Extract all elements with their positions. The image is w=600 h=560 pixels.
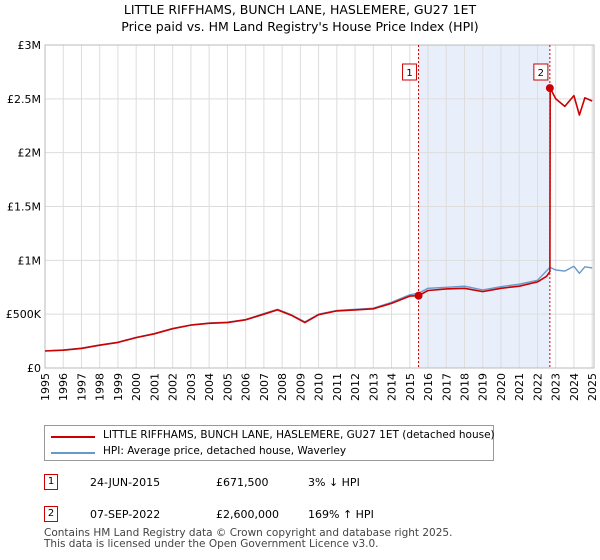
x-tick-label: 2004 [203, 373, 216, 401]
x-tick-label: 2016 [422, 373, 435, 401]
sale-point [414, 291, 423, 300]
x-tick-label: 2024 [568, 373, 581, 401]
x-tick-label: 2014 [386, 373, 399, 401]
x-tick-label: 2012 [349, 373, 362, 401]
x-tick-label: 2015 [404, 373, 417, 401]
x-tick-label: 2025 [586, 373, 599, 401]
legend-label-property: LITTLE RIFFHAMS, BUNCH LANE, HASLEMERE, … [103, 429, 495, 441]
transaction-price: £2,600,000 [216, 508, 279, 521]
footer-copyright: Contains HM Land Registry data © Crown c… [44, 527, 453, 539]
y-tick-label: £500K [6, 308, 42, 321]
y-tick-label: £2.5M [7, 93, 41, 106]
legend-label-hpi: HPI: Average price, detached house, Wave… [103, 445, 347, 457]
x-tick-label: 1996 [57, 373, 70, 401]
x-tick-label: 2011 [331, 373, 344, 401]
transaction-badge: 1 [44, 474, 58, 490]
x-tick-label: 2002 [167, 373, 180, 401]
x-tick-label: 2013 [367, 373, 380, 401]
annotation-box [533, 63, 549, 81]
transaction-hpi: 169% ↑ HPI [308, 508, 374, 521]
transaction-row: 2 07-SEP-2022 £2,600,000 169% ↑ HPI [44, 506, 374, 526]
annotation-box [402, 63, 418, 81]
x-tick-label: 2006 [240, 373, 253, 401]
x-tick-label: 2021 [513, 373, 526, 401]
annotation-label: 1 [406, 68, 412, 79]
x-tick-label: 2022 [531, 373, 544, 401]
legend-swatch-blue [51, 452, 95, 454]
y-tick-label: £2M [18, 147, 42, 160]
x-tick-label: 2017 [440, 373, 453, 401]
x-tick-label: 2010 [313, 373, 326, 401]
transaction-date: 24-JUN-2015 [90, 476, 161, 489]
x-tick-label: 2023 [550, 373, 563, 401]
plot-frame [44, 44, 595, 369]
x-tick-label: 2001 [148, 373, 161, 401]
y-tick-label: £0 [27, 362, 41, 375]
sale-point [545, 84, 554, 93]
annotation-label: 2 [538, 68, 544, 79]
footer-licence: This data is licensed under the Open Gov… [44, 538, 379, 550]
x-tick-label: 1999 [112, 373, 125, 401]
x-tick-label: 1995 [39, 373, 52, 401]
y-tick-label: £3M [18, 39, 42, 52]
footer: Contains HM Land Registry data © Crown c… [44, 528, 452, 550]
series-line-property [44, 87, 593, 352]
x-tick-label: 2005 [221, 373, 234, 401]
x-tick-label: 2018 [459, 373, 472, 401]
x-tick-label: 1997 [75, 373, 88, 401]
x-tick-label: 2019 [477, 373, 490, 401]
transaction-row: 1 24-JUN-2015 £671,500 3% ↓ HPI [44, 474, 374, 494]
transaction-badge: 2 [44, 506, 58, 522]
x-tick-label: 2003 [185, 373, 198, 401]
x-tick-label: 2020 [495, 373, 508, 401]
x-tick-label: 2000 [130, 373, 143, 401]
y-tick-label: £1.5M [7, 201, 41, 214]
x-tick-label: 2009 [294, 373, 307, 401]
chart-title: LITTLE RIFFHAMS, BUNCH LANE, HASLEMERE, … [123, 2, 477, 17]
transaction-price: £671,500 [216, 476, 269, 489]
legend-swatch-red [51, 436, 95, 438]
transaction-date: 07-SEP-2022 [90, 508, 161, 521]
chart-subtitle: Price paid vs. HM Land Registry's House … [121, 19, 479, 34]
price-chart: £0 £500K £1M £1.5M £2M £2.5M £3M 1995 1996 1997 19… [6, 39, 599, 401]
x-tick-label: 2008 [276, 373, 289, 401]
transaction-hpi: 3% ↓ HPI [308, 476, 360, 489]
x-tick-label: 2007 [258, 373, 271, 401]
y-tick-label: £1M [18, 254, 42, 267]
x-tick-label: 1998 [94, 373, 107, 401]
legend: LITTLE RIFFHAMS, BUNCH LANE, HASLEMERE, … [44, 425, 495, 461]
